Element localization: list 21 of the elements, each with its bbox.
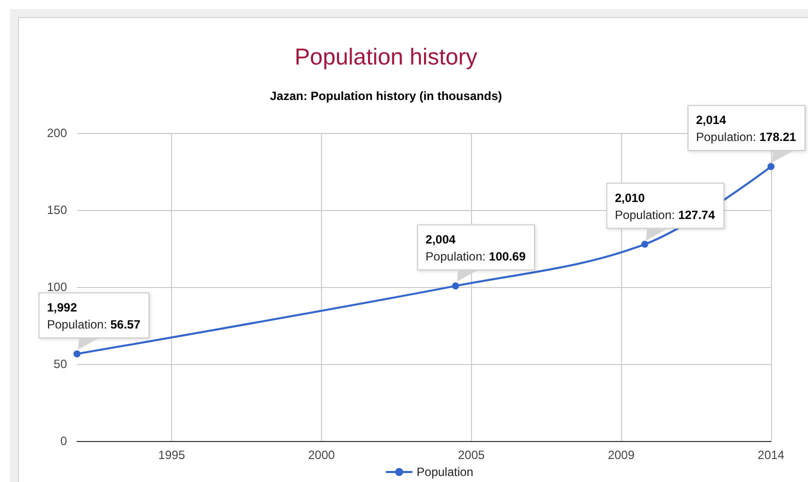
data-label: 2,004 Population: 100.69	[426, 232, 526, 264]
x-tick-label: 1995	[158, 448, 186, 462]
data-label: 2,010 Population: 127.74	[614, 190, 716, 222]
x-tick-label: 2000	[308, 448, 336, 462]
data-label: 1,992 Population: 56.57	[47, 300, 141, 332]
x-tick-label: 2005	[458, 448, 485, 462]
y-tick-label: 0	[60, 434, 68, 448]
point	[768, 163, 774, 170]
legend-label: Population	[416, 465, 474, 479]
y-tick-label: 100	[46, 280, 68, 294]
point	[641, 240, 648, 248]
data-label: 2,014 Population: 178.21	[696, 113, 796, 144]
x-tick-label: 2009	[608, 448, 635, 462]
y-tick-label: 50	[54, 357, 68, 371]
y-tick-label: 200	[46, 126, 68, 140]
point	[74, 350, 80, 358]
x-tick-label: 2014	[758, 448, 785, 462]
chart-subtitle: Jazan: Population history (in thousands)	[270, 89, 502, 103]
chart-title: Population history	[294, 44, 478, 70]
point	[452, 282, 460, 290]
y-tick-label: 150	[46, 203, 68, 217]
